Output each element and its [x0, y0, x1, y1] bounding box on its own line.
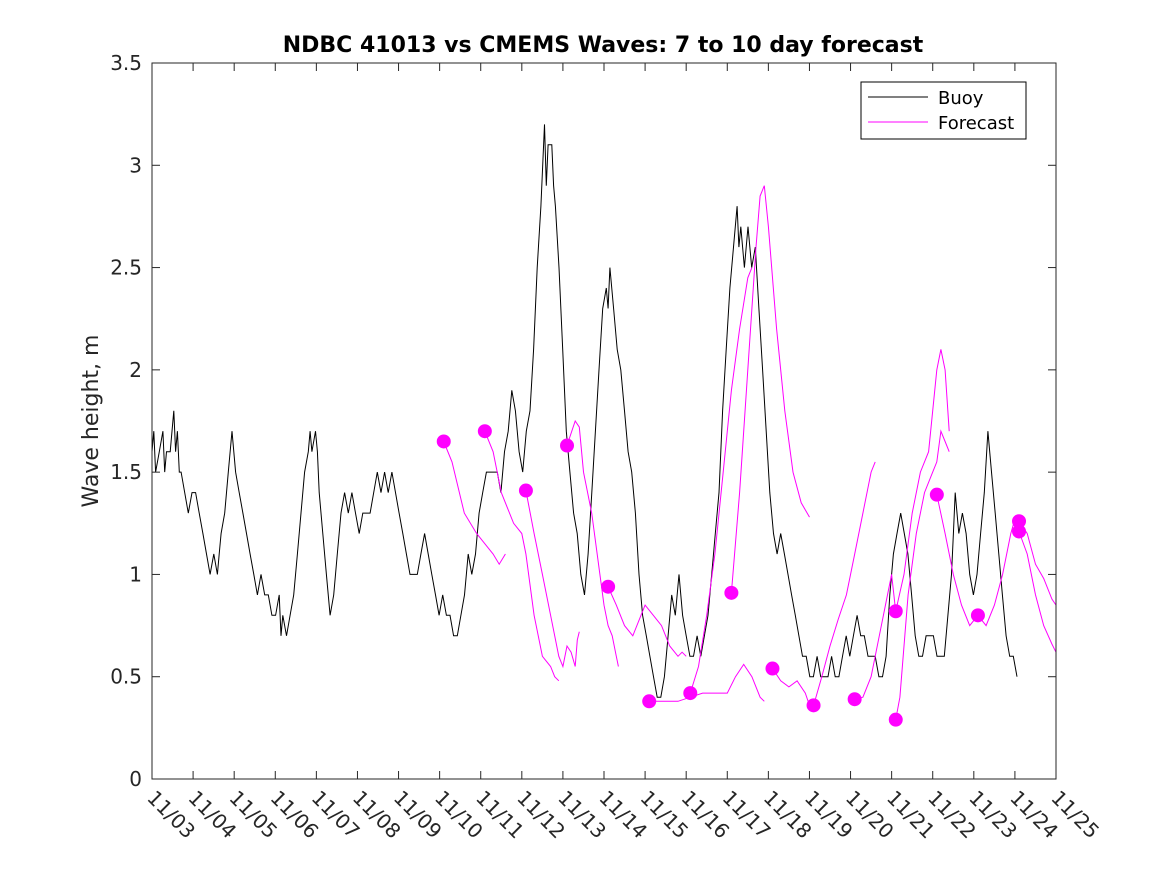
- y-tick-label: 3: [129, 153, 142, 177]
- forecast-start-marker: [888, 712, 903, 727]
- y-tick-label: 2.5: [110, 256, 142, 280]
- forecast-run-line: [484, 431, 560, 682]
- x-tick-label: 11/25: [1046, 786, 1104, 844]
- forecast-run-line: [689, 267, 753, 694]
- forecast-run-line: [443, 441, 506, 566]
- y-tick-label: 3.5: [110, 51, 142, 75]
- marker-layer: [436, 424, 1027, 727]
- plot-area: [152, 63, 1056, 779]
- forecast-run-line: [566, 419, 619, 667]
- forecast-start-marker: [436, 434, 451, 449]
- forecast-start-marker: [888, 604, 903, 619]
- forecast-start-marker: [929, 487, 944, 502]
- legend: Buoy Forecast: [860, 81, 1027, 140]
- forecast-run-line: [936, 494, 979, 627]
- forecast-start-marker: [806, 698, 821, 713]
- forecast-run-line: [895, 429, 950, 720]
- forecast-run-line: [649, 663, 765, 702]
- forecast-start-marker: [601, 579, 616, 594]
- y-tick-label: 1: [129, 562, 142, 586]
- series-layer: [151, 124, 1057, 720]
- buoy-series-line: [151, 124, 1018, 698]
- chart-title: NDBC 41013 vs CMEMS Waves: 7 to 10 day f…: [283, 33, 924, 58]
- forecast-start-marker: [477, 424, 492, 439]
- legend-forecast-label: Forecast: [938, 113, 1014, 134]
- forecast-start-marker: [518, 483, 533, 498]
- legend-box: [860, 81, 1027, 140]
- y-tick-label: 1.5: [110, 460, 142, 484]
- y-axis: 0 0.5 1 1.5 2 2.5 3 3.5: [110, 51, 1056, 791]
- forecast-run-line: [854, 574, 897, 700]
- legend-buoy-label: Buoy: [938, 88, 984, 109]
- forecast-run-line: [977, 519, 1016, 627]
- forecast-start-marker: [765, 661, 780, 676]
- forecast-run-line: [895, 349, 950, 612]
- forecast-start-marker: [1012, 524, 1027, 539]
- forecast-start-marker: [970, 608, 985, 623]
- forecast-start-marker: [642, 694, 657, 709]
- y-tick-label: 0.5: [110, 665, 142, 689]
- forecast-start-marker: [683, 686, 698, 701]
- forecast-run-line: [1018, 531, 1057, 653]
- y-axis-label: Wave height, m: [79, 335, 104, 508]
- forecast-run-line: [813, 461, 876, 706]
- forecast-start-marker: [724, 585, 739, 600]
- forecast-start-marker: [560, 438, 575, 453]
- forecast-run-line: [525, 490, 580, 669]
- forecast-run-line: [730, 185, 810, 593]
- y-tick-label: 2: [129, 358, 142, 382]
- y-tick-label: 0: [129, 767, 142, 791]
- forecast-start-marker: [847, 692, 862, 707]
- forecast-run-line: [607, 586, 687, 658]
